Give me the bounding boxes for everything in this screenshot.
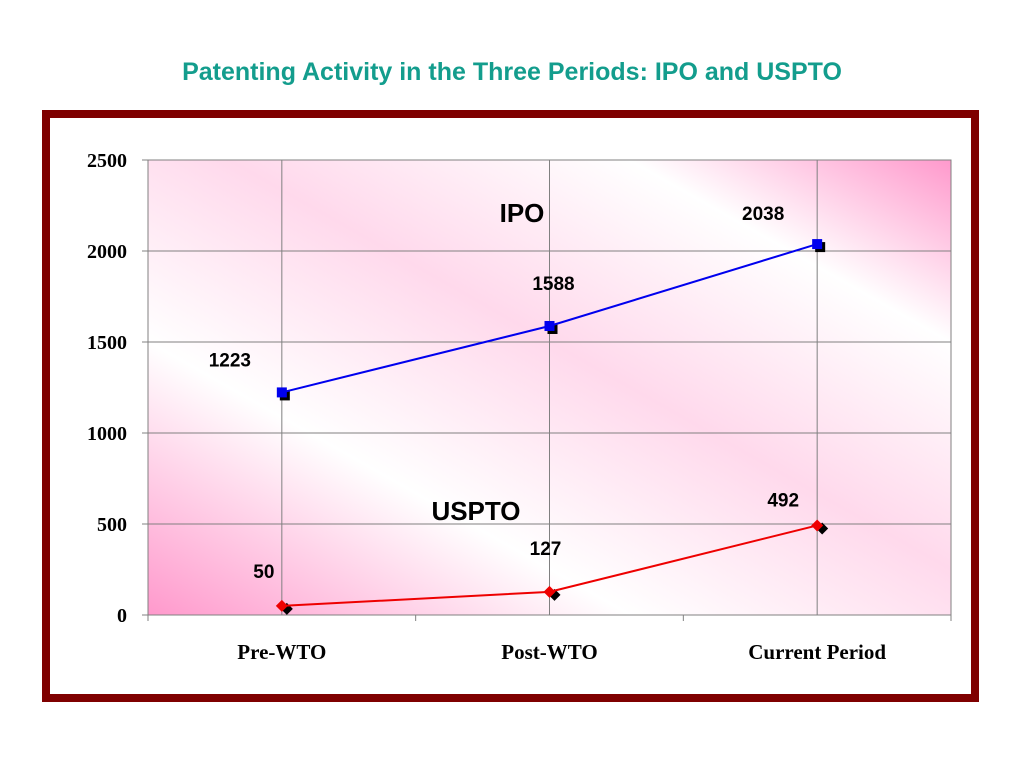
y-tick-label: 0 xyxy=(117,605,127,627)
series-name-label: USPTO xyxy=(431,496,520,526)
data-label: 50 xyxy=(253,562,274,583)
data-label: 127 xyxy=(530,539,562,560)
line-chart: 0 500 1000 1500 2000 2500 Pre-WTO Post-WTO Curre… xyxy=(87,150,952,664)
series-name-label: IPO xyxy=(500,198,545,228)
y-tick-label: 1500 xyxy=(87,332,127,354)
data-label: 492 xyxy=(767,490,799,511)
x-tick-label: Pre-WTO xyxy=(237,640,326,664)
data-point xyxy=(811,519,824,532)
y-tick-label: 1000 xyxy=(87,423,127,445)
data-point xyxy=(812,239,823,250)
data-label: 2038 xyxy=(742,204,784,225)
x-tick-label: Current Period xyxy=(748,640,886,664)
data-point xyxy=(275,599,288,612)
y-tick-label: 2000 xyxy=(87,241,127,263)
data-label: 1588 xyxy=(532,274,574,295)
data-point xyxy=(544,320,555,331)
data-point xyxy=(543,585,556,598)
data-label: 1223 xyxy=(209,350,251,371)
y-tick-label: 2500 xyxy=(87,150,127,172)
y-tick-label: 500 xyxy=(97,514,127,536)
chart-frame: 0 500 1000 1500 2000 2500 Pre-WTO Post-WTO Curre… xyxy=(42,110,979,702)
x-tick-label: Post-WTO xyxy=(501,640,597,664)
slide-title: Patenting Activity in the Three Periods:… xyxy=(182,58,842,86)
data-point xyxy=(276,387,287,398)
